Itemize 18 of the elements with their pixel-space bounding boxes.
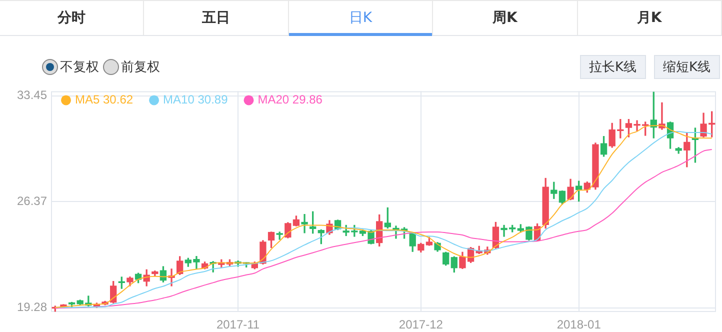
y-tick-label: 33.45 bbox=[16, 88, 48, 102]
legend-label: MA10 30.89 bbox=[163, 92, 228, 107]
text: 五日 bbox=[144, 1, 289, 35]
legend-label: MA5 30.62 bbox=[75, 92, 134, 107]
x-tick-label: 2017-12 bbox=[398, 318, 444, 332]
y-tick-label: 19.28 bbox=[16, 300, 48, 314]
text: 周K bbox=[433, 1, 578, 35]
x-tick-label: 2018-01 bbox=[556, 318, 602, 332]
legend-label: MA20 29.86 bbox=[258, 92, 323, 107]
text: 月K bbox=[578, 1, 722, 35]
text: 前复权 bbox=[121, 59, 160, 76]
text: 分时 bbox=[0, 1, 144, 35]
text: 不复权 bbox=[60, 59, 99, 76]
text: 缩短K线 bbox=[654, 55, 720, 79]
text: 日K bbox=[288, 1, 434, 35]
y-tick-label: 26.37 bbox=[16, 194, 48, 208]
x-tick-label: 2017-11 bbox=[216, 318, 260, 332]
text: 拉长K线 bbox=[580, 55, 646, 79]
